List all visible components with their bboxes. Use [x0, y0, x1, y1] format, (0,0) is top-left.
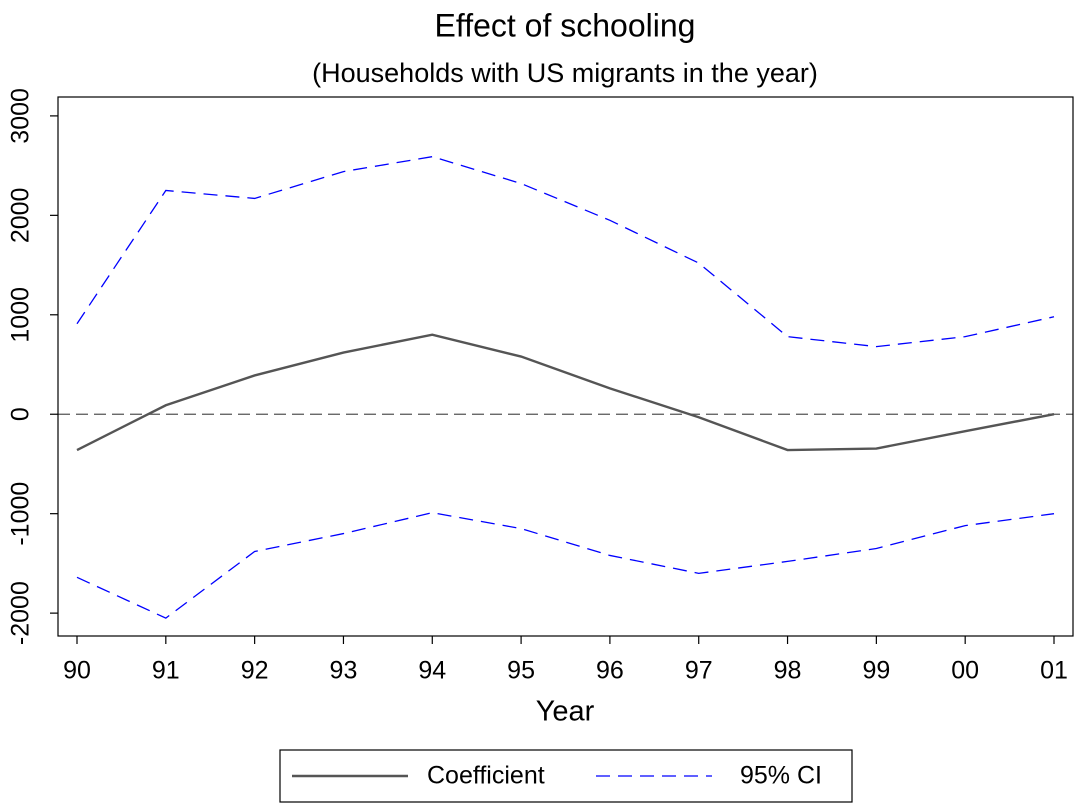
- x-tick-label: 95: [507, 657, 535, 685]
- y-tick-label: 0: [7, 407, 35, 421]
- y-tick-label: 2000: [7, 188, 35, 244]
- x-tick-label: 96: [596, 657, 624, 685]
- x-tick-label: 00: [951, 657, 979, 685]
- y-tick-label: 3000: [7, 88, 35, 144]
- x-tick-label: 91: [152, 657, 180, 685]
- ci-line: [76, 512, 1055, 619]
- y-tick-label: -1000: [7, 482, 35, 546]
- x-tick-label: 94: [418, 657, 446, 685]
- chart-subtitle: (Households with US migrants in the year…: [312, 58, 818, 88]
- x-tick-label: 90: [63, 657, 91, 685]
- x-tick-label: 01: [1040, 657, 1068, 685]
- legend-label: Coefficient: [427, 762, 545, 790]
- x-tick-label: 99: [862, 657, 890, 685]
- series-line: [76, 333, 1055, 452]
- chart-title: Effect of schooling: [435, 7, 696, 43]
- x-tick-label: 98: [774, 657, 802, 685]
- y-tick-label: -2000: [7, 581, 35, 645]
- y-tick-label: 1000: [7, 287, 35, 343]
- x-tick-label: 92: [241, 657, 269, 685]
- ci-line: [76, 156, 1055, 348]
- x-tick-label: 97: [685, 657, 713, 685]
- plot-frame: [57, 96, 1074, 637]
- legend-label: 95% CI: [740, 762, 822, 790]
- x-axis-label: Year: [536, 696, 595, 728]
- x-tick-label: 93: [330, 657, 358, 685]
